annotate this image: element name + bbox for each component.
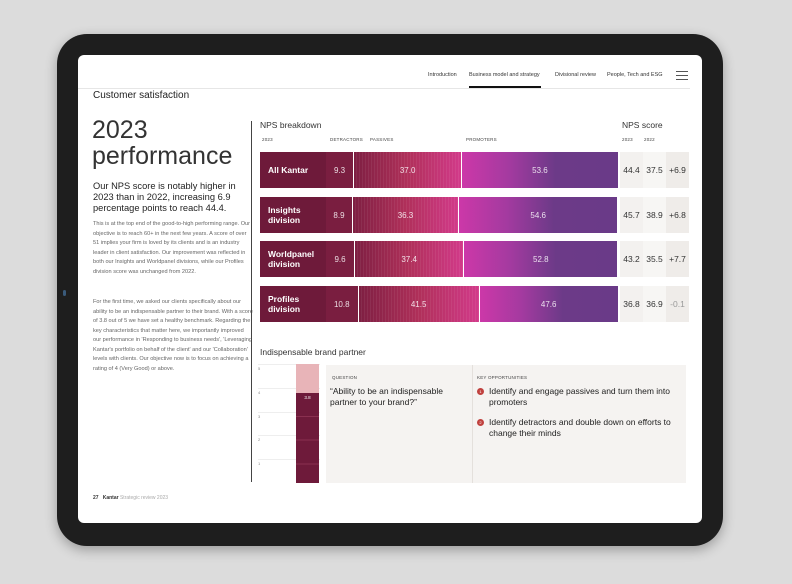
promoters-bar: 53.6 (461, 152, 618, 188)
passives-header: PASSIVES (370, 137, 394, 142)
score-change: -0.1 (666, 286, 689, 322)
promoters-bar: 52.8 (463, 241, 618, 277)
headline: 2023 performance (92, 117, 232, 169)
hamburger-menu-icon[interactable] (676, 71, 688, 80)
score-2022: 36.9 (643, 286, 666, 322)
detractors-bar: 10.8 (326, 286, 358, 322)
bar-value-label: 9.6 (334, 254, 346, 264)
partner-value-label: 3.8 (304, 394, 311, 400)
bar-value-label: 54.6 (530, 210, 546, 220)
nps-row: Insights division 8.9 36.3 54.6 45.7 38.9 +6.8 (260, 197, 689, 233)
promoters-bar: 54.6 (457, 197, 618, 233)
row-label: Worldpanel division (260, 241, 326, 277)
passives-bar: 36.3 (351, 197, 458, 233)
year-header: 2023 (262, 137, 273, 142)
row-label: Insights division (260, 197, 326, 233)
score-2023: 45.7 (620, 197, 643, 233)
row-label: Profiles division (260, 286, 326, 322)
detractors-bar: 9.6 (326, 241, 355, 277)
bar-value-label: 9.3 (334, 165, 346, 175)
page: Introduction Business model and strategy… (78, 55, 702, 523)
passives-bar: 41.5 (357, 286, 479, 322)
footer: 27 Kantar Strategic review 2023 (93, 495, 168, 501)
tick-label: 5 (258, 366, 261, 371)
column-divider (251, 121, 252, 482)
footer-brand: Kantar (102, 495, 119, 501)
nps-row: All Kantar 9.3 37.0 53.6 44.4 37.5 +6.9 (260, 152, 689, 188)
gridline (258, 387, 320, 389)
tick-label: 2 (258, 437, 261, 443)
bar-value-label: 36.3 (397, 210, 414, 220)
passives-bar: 37.0 (353, 152, 462, 188)
question-text: “Ability to be an indispensable partner … (330, 386, 443, 407)
score-2023: 43.2 (620, 241, 643, 277)
partner-remaining-bar (296, 364, 319, 393)
number-badge-icon: 2 (477, 419, 484, 426)
nps-breakdown-title: NPS breakdown (260, 120, 322, 130)
score-2022: 35.5 (643, 241, 666, 277)
score-change: +7.7 (666, 241, 689, 277)
bar-value-label: 10.8 (333, 299, 350, 309)
page-number: 27 (93, 495, 99, 501)
tick-label: 3 (258, 413, 261, 419)
score-2023: 44.4 (620, 152, 643, 188)
nps-row: Worldpanel division 9.6 37.4 52.8 43.2 35.5 +7… (260, 241, 689, 277)
question-label: QUESTION (332, 375, 358, 380)
panel-divider (472, 365, 473, 483)
lead-text: Our NPS score is notably higher in 2023 … (93, 181, 236, 213)
tick-label: 1 (258, 461, 261, 467)
nav-people-tech-esg[interactable]: People, Tech and ESG (607, 72, 663, 78)
opportunity-text: Identify detractors and double down on e… (489, 417, 671, 438)
score-change: +6.9 (666, 152, 689, 188)
nav-divisional-review[interactable]: Divisional review (555, 72, 596, 78)
nav-business-model[interactable]: Business model and strategy (469, 72, 540, 78)
detractors-bar: 9.3 (326, 152, 354, 188)
nav-active-indicator (469, 86, 541, 88)
gridline (258, 435, 320, 437)
gridline (258, 411, 320, 413)
partner-value-bar: 3.8 (296, 392, 319, 483)
body-paragraph-2: For the first time, we asked our clients… (93, 299, 253, 372)
headline-word: performance (92, 142, 233, 170)
detractors-header: DETRACTORS (330, 137, 363, 142)
tick-label: 4 (258, 389, 261, 395)
partner-chart: 5 4 3 2 1 3.8 (258, 364, 322, 483)
nps-score-title: NPS score (622, 120, 663, 130)
bar-value-label: 52.8 (533, 254, 549, 264)
score-2022: 38.9 (643, 197, 666, 233)
score-header-2023: 2023 (622, 137, 633, 142)
camera (63, 290, 66, 296)
bar-value-label: 47.6 (540, 299, 557, 309)
bar-value-label: 37.4 (401, 254, 417, 264)
footer-doc: Strategic review 2023 (119, 495, 169, 501)
score-change: +6.8 (666, 197, 689, 233)
body-paragraph-1: This is at the top end of the good-to-hi… (93, 221, 251, 275)
passives-bar: 37.4 (354, 241, 464, 277)
nps-row: Profiles division 10.8 41.5 47.6 36.8 36.9 -0.… (260, 286, 689, 322)
bar-value-label: 41.5 (410, 299, 427, 309)
score-header-2022: 2022 (644, 137, 655, 142)
opportunities-label: KEY OPPORTUNITIES (477, 375, 528, 380)
number-badge-icon: 1 (477, 388, 484, 395)
opportunity-1: 1 Identify and engage passives and turn … (477, 386, 677, 408)
bar-value-label: 37.0 (399, 165, 416, 175)
row-label: All Kantar (260, 152, 326, 188)
promoters-header: PROMOTERS (466, 137, 497, 142)
bar-value-label: 8.9 (333, 210, 345, 220)
opportunity-text: Identify and engage passives and turn th… (489, 386, 670, 407)
score-2023: 36.8 (620, 286, 643, 322)
detractors-bar: 8.9 (326, 197, 352, 233)
headline-year: 2023 (92, 116, 148, 144)
nav-divider (78, 88, 690, 89)
gridline (258, 364, 320, 365)
nav-introduction[interactable]: Introduction (428, 72, 457, 78)
partner-title: Indispensable brand partner (260, 347, 366, 357)
promoters-bar: 47.6 (478, 286, 618, 322)
gridline (258, 459, 320, 461)
opportunity-2: 2 Identify detractors and double down on… (477, 417, 677, 439)
bar-value-label: 53.6 (532, 165, 548, 175)
score-2022: 37.5 (643, 152, 666, 188)
section-title: Customer satisfaction (93, 90, 190, 101)
question-panel: QUESTION “Ability to be an indispensable… (326, 365, 686, 483)
